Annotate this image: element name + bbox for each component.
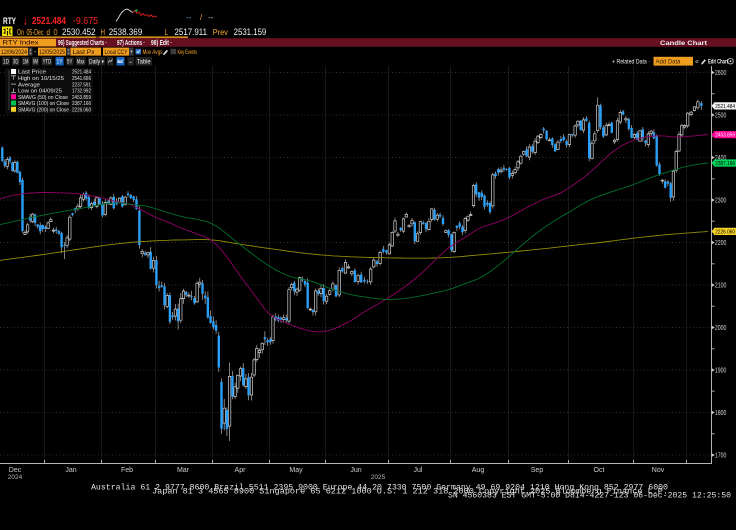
svg-text:2387.166: 2387.166 xyxy=(72,101,91,107)
svg-text:1732.992: 1732.992 xyxy=(72,89,91,95)
svg-text:2226.060: 2226.060 xyxy=(715,229,735,235)
svg-text:May: May xyxy=(289,467,303,474)
svg-text:Apr: Apr xyxy=(235,467,247,474)
svg-text:97) Actions ·: 97) Actions · xyxy=(117,40,145,47)
svg-text:2541.666: 2541.666 xyxy=(72,76,91,82)
svg-text:12/06/2024: 12/06/2024 xyxy=(1,49,27,56)
svg-text:2400: 2400 xyxy=(715,155,727,162)
svg-text:Local CCY: Local CCY xyxy=(105,49,129,56)
svg-text:YTD: YTD xyxy=(43,58,52,65)
svg-text:SMAVG (100) on Close: SMAVG (100) on Close xyxy=(18,101,69,107)
svg-text:2000: 2000 xyxy=(715,325,727,332)
svg-text:Jan: Jan xyxy=(65,467,76,474)
svg-text:/: / xyxy=(200,13,203,22)
svg-text:2024: 2024 xyxy=(8,474,23,481)
svg-text:Low on 04/09/25: Low on 04/09/25 xyxy=(18,89,62,95)
svg-text:Table: Table xyxy=(137,58,152,65)
svg-text:2453.859: 2453.859 xyxy=(715,133,735,139)
svg-text:Candle Chart: Candle Chart xyxy=(660,40,708,47)
svg-text:SMAVG (200) on Close: SMAVG (200) on Close xyxy=(18,108,69,114)
svg-text:H: H xyxy=(101,27,106,37)
svg-text:1900: 1900 xyxy=(715,368,727,375)
svg-text:Max: Max xyxy=(77,58,85,65)
svg-text:Dec: Dec xyxy=(9,467,22,474)
svg-text:Jun: Jun xyxy=(350,467,361,474)
svg-text:--: -- xyxy=(208,13,214,22)
svg-text:12/05/2025: 12/05/2025 xyxy=(39,49,65,56)
svg-text:Nov: Nov xyxy=(652,467,665,474)
svg-text:2226.060: 2226.060 xyxy=(72,108,91,114)
svg-text:Oct: Oct xyxy=(594,467,605,474)
svg-text:1800: 1800 xyxy=(715,410,727,417)
svg-text:Mar: Mar xyxy=(177,467,190,474)
svg-text:2025: 2025 xyxy=(371,474,386,481)
svg-text:⌄: ⌄ xyxy=(128,59,133,65)
svg-text:RTY: RTY xyxy=(3,16,16,27)
svg-text:Edit Chart: Edit Chart xyxy=(708,58,729,65)
svg-text:Daily ▾: Daily ▾ xyxy=(89,58,104,65)
svg-text:2538.369: 2538.369 xyxy=(109,27,143,38)
svg-text:On: On xyxy=(17,27,24,37)
svg-text:2300: 2300 xyxy=(715,198,727,205)
svg-text:Feb: Feb xyxy=(121,467,133,474)
svg-text:--: -- xyxy=(186,13,192,22)
svg-text:d: d xyxy=(47,27,51,37)
svg-text:1Y: 1Y xyxy=(57,58,63,65)
svg-text:↓: ↓ xyxy=(23,16,29,28)
svg-text:2500: 2500 xyxy=(715,113,727,120)
svg-text:Last Px: Last Px xyxy=(73,49,96,56)
svg-text:2521.484: 2521.484 xyxy=(72,70,92,76)
svg-text:2521.484: 2521.484 xyxy=(32,16,66,27)
svg-text:-9.675: -9.675 xyxy=(73,16,98,27)
svg-text:«: « xyxy=(695,59,699,66)
svg-text:SN 4560383 EST GMT-5:00 D814-: SN 4560383 EST GMT-5:00 D814-4227-123 06… xyxy=(448,492,731,501)
svg-text:1700: 1700 xyxy=(715,453,727,460)
svg-text:Aug: Aug xyxy=(472,467,485,474)
svg-text:2600: 2600 xyxy=(715,70,727,77)
svg-text:2531.159: 2531.159 xyxy=(234,27,267,38)
svg-text:2453.859: 2453.859 xyxy=(72,95,91,101)
svg-text:2521.484: 2521.484 xyxy=(715,104,735,110)
svg-text:1D: 1D xyxy=(3,58,9,65)
svg-text:2237.591: 2237.591 xyxy=(72,82,91,88)
svg-text:Sep: Sep xyxy=(531,467,544,474)
svg-text:High on 10/15/25: High on 10/15/25 xyxy=(18,76,64,82)
svg-text:6M: 6M xyxy=(33,58,38,65)
svg-text:3D: 3D xyxy=(13,58,19,65)
svg-text:Japan 81 3 4565 8900 Singapo: Japan 81 3 4565 8900 Singapore 65 6212 1… xyxy=(152,488,668,497)
svg-text:2530.452: 2530.452 xyxy=(62,27,96,38)
svg-text:Add Data: Add Data xyxy=(656,59,681,66)
svg-text:2517.911: 2517.911 xyxy=(175,27,208,38)
svg-text:Key Events: Key Events xyxy=(178,49,198,56)
svg-text:-: - xyxy=(34,49,37,56)
svg-text:05-Dec: 05-Dec xyxy=(27,27,44,37)
svg-text:SMAVG (50) on Close: SMAVG (50) on Close xyxy=(18,95,68,101)
svg-text:O: O xyxy=(54,27,58,37)
svg-text:2387.166: 2387.166 xyxy=(715,161,735,167)
svg-text:1M: 1M xyxy=(23,58,29,65)
svg-text:2200: 2200 xyxy=(715,240,727,247)
svg-text:5Y: 5Y xyxy=(67,58,72,65)
svg-text:Jul: Jul xyxy=(414,467,423,474)
svg-text:+ Related Data ·: + Related Data · xyxy=(612,58,650,65)
svg-text:96) Suggested Charts ·: 96) Suggested Charts · xyxy=(58,40,107,47)
svg-text:Prev: Prev xyxy=(213,27,229,37)
svg-text:RTY Index: RTY Index xyxy=(3,40,40,47)
svg-text:Last Price: Last Price xyxy=(18,70,46,76)
svg-text:98) Edit ·: 98) Edit · xyxy=(151,40,172,47)
svg-text:Average: Average xyxy=(18,82,40,88)
svg-text:Mov Avgs: Mov Avgs xyxy=(143,49,163,56)
svg-text:2100: 2100 xyxy=(715,283,727,290)
svg-text:Australia 61 2 9777 8600 Brazi: Australia 61 2 9777 8600 Brazil 5511 239… xyxy=(91,484,668,493)
svg-text:L: L xyxy=(165,27,169,37)
